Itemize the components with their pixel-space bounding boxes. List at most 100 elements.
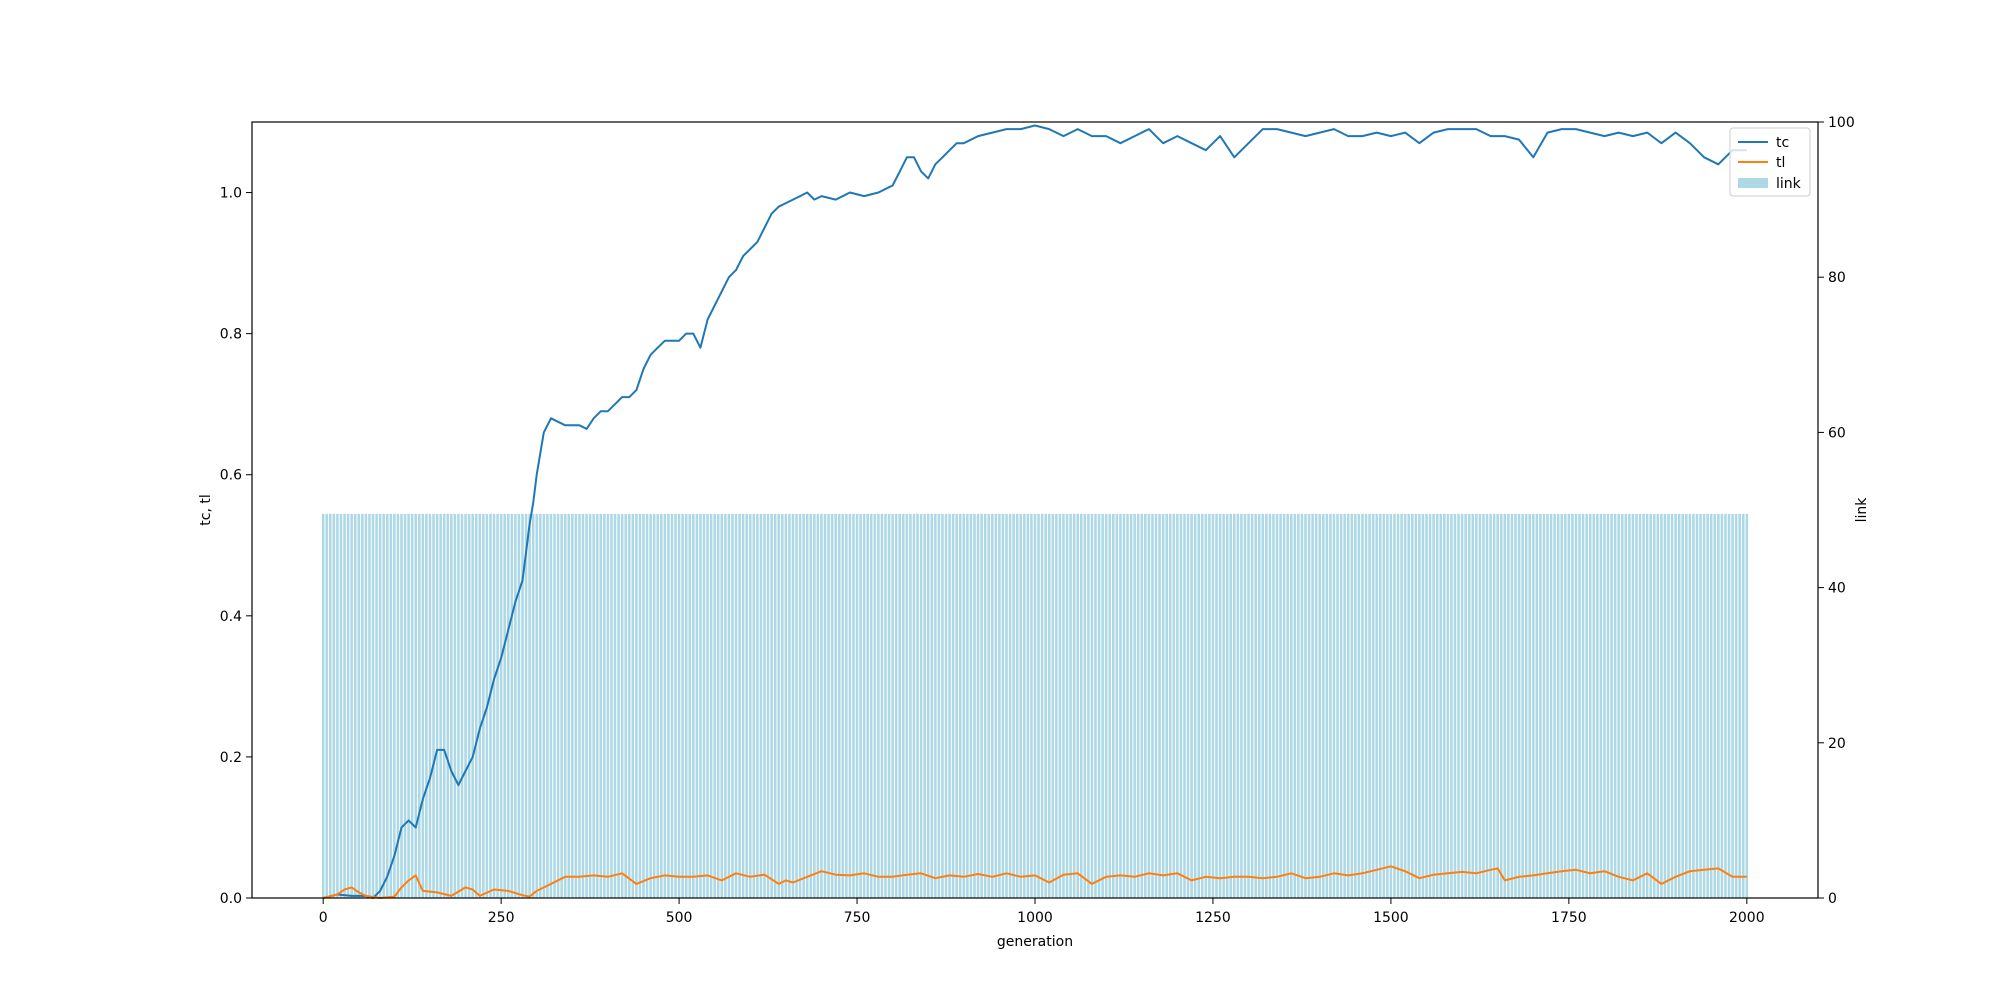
link-bar-266	[1268, 513, 1272, 898]
link-bar-172	[934, 513, 937, 898]
link-bar-162	[898, 513, 902, 898]
link-bar-349	[1564, 513, 1567, 898]
link-bar-64	[549, 513, 553, 898]
link-bar-85	[624, 513, 627, 898]
link-bar-63	[546, 513, 549, 898]
link-bar-119	[745, 513, 748, 898]
link-bar-293	[1364, 513, 1368, 898]
link-bar-212	[1076, 513, 1079, 898]
link-bar-243	[1186, 513, 1190, 898]
link-bar-311	[1428, 513, 1432, 898]
link-bar-240	[1176, 513, 1179, 898]
link-bar-395	[1727, 513, 1731, 898]
link-bar-15	[375, 513, 378, 898]
link-bar-142	[827, 513, 830, 898]
link-bar-233	[1151, 513, 1154, 898]
link-bar-160	[891, 513, 894, 898]
link-bar-117	[738, 513, 741, 898]
link-bar-67	[560, 513, 563, 898]
link-bar-316	[1446, 513, 1450, 898]
link-bar-2	[329, 513, 332, 898]
link-bar-76	[592, 513, 595, 898]
link-bar-203	[1044, 513, 1047, 898]
link-bar-137	[809, 513, 813, 898]
link-bar-96	[663, 513, 667, 898]
link-bar-332	[1503, 513, 1507, 898]
link-bar-272	[1289, 513, 1293, 898]
link-bar-153	[866, 513, 870, 898]
link-bar-70	[571, 513, 574, 898]
link-bar-370	[1638, 513, 1642, 898]
link-bar-171	[930, 513, 934, 898]
link-bar-78	[599, 513, 603, 898]
link-bar-14	[371, 513, 375, 898]
x-tick-label: 500	[666, 910, 693, 926]
link-bar-133	[795, 513, 798, 898]
y-right-axis-ticks: 0 20 40 60 80 100	[1818, 115, 1855, 907]
link-bar-297	[1378, 513, 1382, 898]
link-bar-354	[1581, 513, 1585, 898]
link-bar-369	[1635, 513, 1638, 898]
link-bar-134	[798, 513, 802, 898]
link-bar-91	[645, 513, 649, 898]
link-bar-125	[766, 513, 770, 898]
link-bar-397	[1734, 513, 1738, 898]
link-bar-216	[1090, 513, 1094, 898]
link-bar-350	[1567, 513, 1571, 898]
link-bar-377	[1663, 513, 1667, 898]
link-bar-228	[1133, 513, 1136, 898]
link-bar-188	[991, 513, 994, 898]
link-bar-169	[923, 513, 926, 898]
y-right-tick-label: 80	[1828, 270, 1846, 286]
x-axis-label: generation	[997, 934, 1073, 950]
link-bar-94	[656, 513, 660, 898]
link-bar-161	[894, 513, 898, 898]
link-bar-338	[1524, 513, 1528, 898]
link-bar-25	[410, 513, 414, 898]
link-bar-326	[1482, 513, 1485, 898]
link-bar-259	[1243, 513, 1247, 898]
link-bar-110	[713, 513, 716, 898]
link-bar-215	[1087, 513, 1090, 898]
link-bar-138	[813, 513, 816, 898]
link-bar-348	[1560, 513, 1564, 898]
link-bar-120	[748, 513, 752, 898]
link-bar-280	[1318, 513, 1322, 898]
link-bar-269	[1279, 513, 1282, 898]
link-bar-328	[1489, 513, 1492, 898]
link-bar-98	[670, 513, 674, 898]
link-bar-116	[734, 513, 738, 898]
tl-line	[322, 865, 1747, 899]
link-bar-330	[1496, 513, 1499, 898]
link-bar-238	[1168, 513, 1172, 898]
link-bar-57	[524, 513, 528, 898]
link-bar-60	[535, 513, 539, 898]
link-bar-368	[1631, 513, 1635, 898]
link-bar-186	[983, 513, 987, 898]
link-bar-48	[492, 513, 496, 898]
link-bar-113	[724, 513, 727, 898]
link-bar-89	[638, 513, 642, 898]
link-bar-291	[1357, 513, 1361, 898]
link-bar-33	[439, 513, 442, 898]
link-bar-302	[1396, 513, 1400, 898]
link-bar-37	[453, 513, 457, 898]
link-bar-385	[1692, 513, 1695, 898]
link-bar-366	[1624, 513, 1628, 898]
link-bar-230	[1140, 513, 1144, 898]
link-bar-100	[677, 513, 681, 898]
link-bar-187	[987, 513, 991, 898]
link-bar-239	[1172, 513, 1176, 898]
link-bar-387	[1699, 513, 1702, 898]
link-bar-221	[1108, 513, 1112, 898]
link-bar-56	[521, 513, 524, 898]
link-bar-378	[1667, 513, 1670, 898]
link-bar-106	[699, 513, 702, 898]
link-bar-148	[848, 513, 852, 898]
link-bar-165	[909, 513, 912, 898]
link-bar-322	[1467, 513, 1471, 898]
link-bar-310	[1425, 513, 1428, 898]
link-bar-379	[1670, 513, 1674, 898]
link-bar-283	[1329, 513, 1332, 898]
